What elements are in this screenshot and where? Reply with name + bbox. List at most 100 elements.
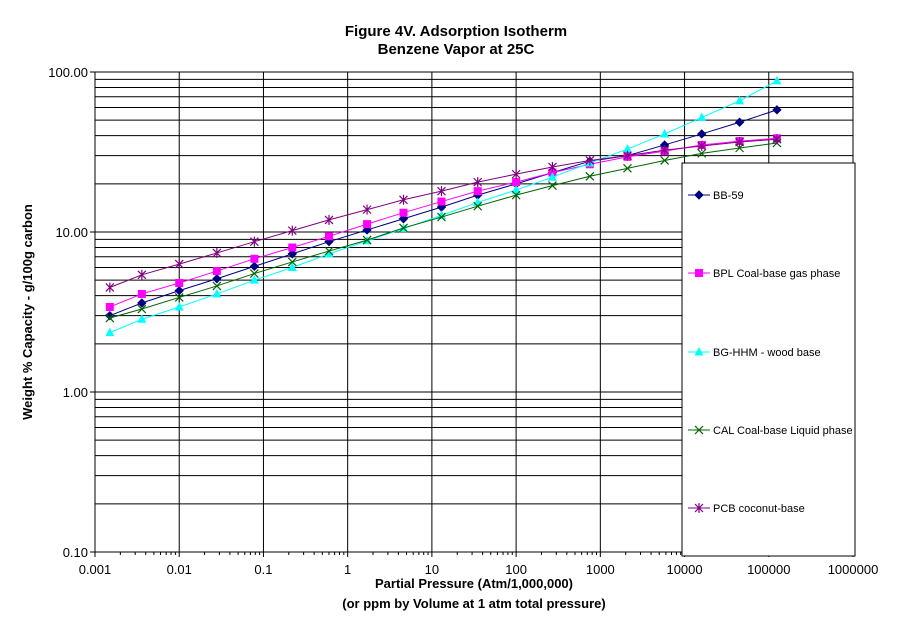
legend-item: BB-59: [688, 190, 744, 202]
data-point: [399, 208, 408, 217]
legend-label: PCB coconut-base: [713, 503, 805, 515]
x-tick-label: 0.1: [254, 562, 272, 577]
data-point: [660, 128, 670, 138]
data-point: [697, 112, 707, 121]
data-point: [324, 214, 334, 225]
data-point: [437, 212, 446, 222]
data-point: [660, 156, 670, 165]
data-point: [734, 117, 745, 127]
x-axis-subtitle: (or ppm by Volume at 1 atm total pressur…: [342, 596, 605, 611]
legend-item: BPL Coal-base gas phase: [688, 268, 840, 280]
data-point: [105, 302, 114, 311]
data-point: [623, 150, 632, 161]
data-point: [174, 259, 184, 270]
series-3: [105, 138, 782, 323]
data-point: [174, 285, 184, 296]
data-point: [174, 301, 184, 311]
data-point: [585, 155, 595, 166]
data-point: [249, 261, 260, 272]
data-point: [287, 225, 297, 236]
legend-item: CAL Coal-base Liquid phase: [688, 425, 853, 437]
data-point: [212, 288, 222, 298]
x-tick-label: 0.001: [79, 562, 112, 577]
legend: BB-59 BPL Coal-base gas phase BG-HHM - woo…: [681, 162, 856, 557]
data-point: [548, 161, 557, 172]
legend-label: BB-59: [713, 190, 744, 202]
data-point: [697, 148, 707, 158]
data-point: [772, 134, 782, 145]
data-point: [735, 137, 744, 148]
y-tick-label: 10.00: [55, 225, 88, 240]
data-point: [324, 232, 333, 241]
series-2: [105, 75, 782, 337]
data-point: [437, 197, 446, 206]
legend-marker: [694, 190, 704, 200]
series-4: [105, 134, 782, 293]
x-tick-label: 1000: [586, 562, 615, 577]
data-point: [511, 169, 521, 180]
data-point: [623, 163, 632, 173]
data-point: [212, 281, 222, 291]
data-point: [175, 279, 184, 288]
x-axis-title: Partial Pressure (Atm/1,000,000): [375, 576, 573, 591]
data-point: [772, 75, 782, 85]
data-point: [548, 181, 557, 191]
data-point: [473, 187, 482, 196]
data-point: [212, 267, 221, 276]
data-point: [660, 145, 670, 156]
chart-subtitle: Benzene Vapor at 25C: [378, 41, 535, 58]
y-tick-label: 100.00: [48, 65, 88, 80]
data-point: [137, 304, 147, 314]
data-point: [174, 293, 184, 302]
data-point: [511, 185, 521, 194]
data-point: [249, 275, 259, 284]
legend-item: BG-HHM - wood base: [688, 347, 821, 359]
data-point: [212, 274, 222, 284]
data-point: [585, 171, 595, 181]
x-tick-label: 10000: [666, 562, 702, 577]
data-point: [212, 247, 222, 258]
data-point: [511, 190, 521, 200]
data-point: [399, 223, 408, 233]
x-tick-label: 100000: [747, 562, 790, 577]
x-tick-label: 100: [505, 562, 527, 577]
data-point: [324, 246, 334, 256]
data-point: [399, 194, 408, 205]
data-point: [473, 201, 483, 211]
legend-marker: [694, 347, 704, 356]
data-point: [772, 105, 782, 115]
data-point: [362, 235, 372, 245]
tick-labels: 0.001 0.01 0.1 1 10 100 1000 10000 100000 1000000…: [48, 65, 878, 577]
data-point: [287, 249, 297, 259]
x-tick-label: 1000000: [828, 562, 879, 577]
data-point: [697, 140, 707, 151]
y-tick-label: 1.00: [63, 385, 88, 400]
chart-title: Figure 4V. Adsorption Isotherm: [345, 23, 567, 40]
data-point: [288, 243, 297, 252]
data-point: [735, 95, 745, 105]
data-point: [324, 248, 334, 258]
data-point: [137, 289, 146, 298]
series-lines: [105, 75, 782, 337]
legend-box: [681, 162, 856, 557]
legend-label: CAL Coal-base Liquid phase: [713, 425, 853, 437]
data-point: [547, 172, 557, 181]
data-point: [105, 313, 115, 323]
legend-marker: [695, 269, 703, 277]
data-point: [137, 298, 147, 308]
data-point: [362, 204, 372, 215]
data-point: [105, 282, 115, 293]
data-point: [137, 314, 147, 323]
data-point: [105, 327, 115, 337]
data-point: [398, 214, 409, 224]
x-tick-label: 0.01: [167, 562, 192, 577]
data-point: [437, 186, 446, 197]
data-point: [697, 129, 707, 139]
data-point: [249, 236, 259, 247]
x-tick-label: 10: [425, 562, 439, 577]
legend-item: PCB coconut-base: [688, 503, 805, 515]
data-point: [622, 144, 632, 153]
y-axis-title: Weight % Capacity - g/100g carbon: [20, 204, 35, 420]
